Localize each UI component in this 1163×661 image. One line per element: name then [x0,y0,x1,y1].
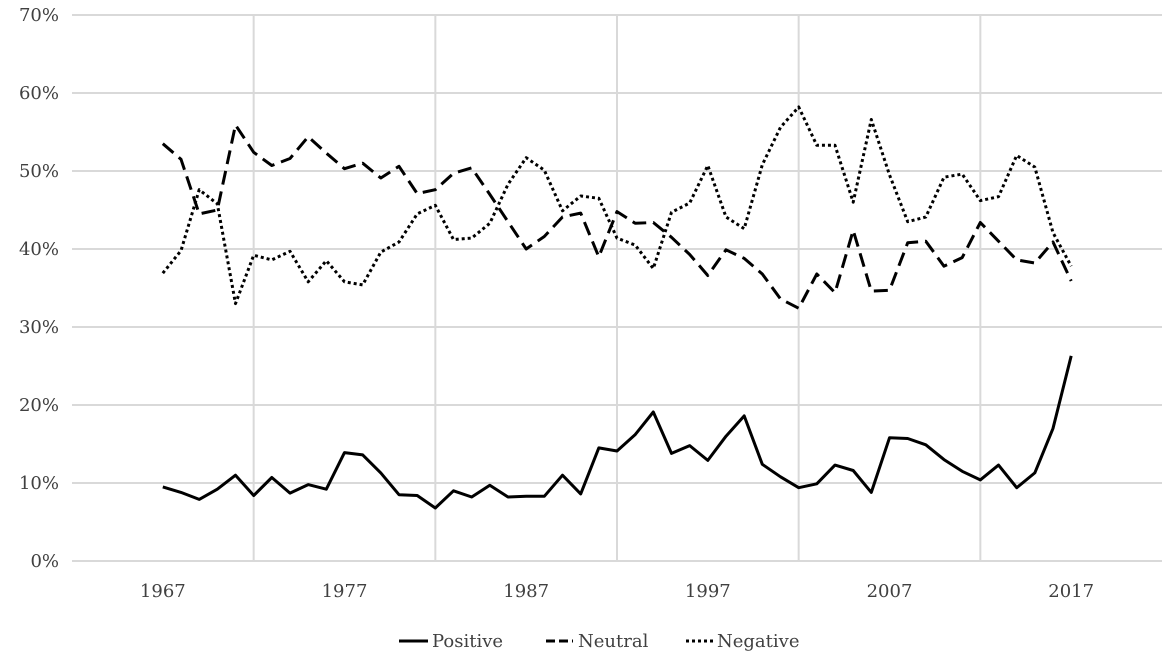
vertical-gridlines [252,15,982,561]
series-line-positive [162,355,1073,510]
y-tick-label: 0% [30,551,59,572]
y-axis-tick-labels: 0% 10% 20% 30% 40% 50% 60% 70% [19,5,59,572]
series-lines [161,105,1073,510]
series-line-negative [161,105,1073,306]
series-line-neutral [161,123,1073,310]
y-tick-label: 30% [19,317,59,338]
x-tick-label: 1967 [140,581,186,602]
y-tick-label: 20% [19,395,59,416]
legend-label-positive: Positive [432,631,503,652]
x-tick-label: 1997 [685,581,731,602]
y-tick-label: 50% [19,161,59,182]
legend: Positive Neutral Negative [399,631,799,652]
x-tick-label: 2017 [1048,581,1094,602]
x-tick-label: 2007 [867,581,913,602]
x-axis-tick-labels: 1967 1977 1987 1997 2007 2017 [140,581,1094,602]
y-tick-label: 10% [19,473,59,494]
legend-label-neutral: Neutral [578,631,649,652]
y-tick-label: 70% [19,5,59,26]
y-tick-label: 60% [19,83,59,104]
y-tick-label: 40% [19,239,59,260]
x-tick-label: 1987 [503,581,549,602]
x-tick-label: 1977 [322,581,368,602]
legend-label-negative: Negative [717,631,799,652]
